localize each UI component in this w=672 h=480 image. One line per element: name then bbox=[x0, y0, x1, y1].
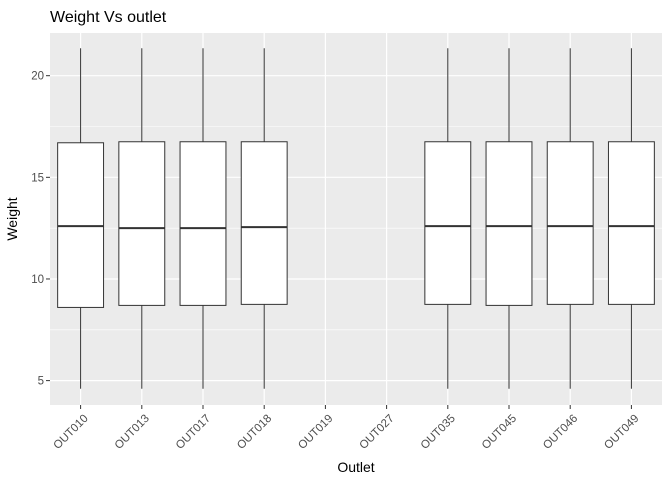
box-out049 bbox=[607, 48, 655, 389]
x-tick-label: OUT010 bbox=[51, 413, 90, 452]
x-tick-label: OUT017 bbox=[174, 413, 213, 452]
y-tick-label: 20 bbox=[31, 71, 44, 83]
x-axis: OUT010 OUT013 OUT017 OUT018 OUT019 OUT027 OUT0… bbox=[51, 405, 642, 452]
x-axis-title: Outlet bbox=[337, 459, 374, 475]
x-tick-label: OUT019 bbox=[296, 413, 335, 452]
chart-title: Weight Vs outlet bbox=[50, 9, 167, 26]
y-axis: 5 10 15 20 bbox=[31, 71, 50, 388]
box-out046 bbox=[546, 48, 594, 389]
box-body bbox=[546, 141, 594, 305]
box-out010 bbox=[57, 48, 105, 389]
boxes bbox=[57, 48, 655, 389]
box-body bbox=[57, 142, 105, 308]
box-out035 bbox=[424, 48, 472, 389]
box-body bbox=[607, 141, 655, 305]
box-out017 bbox=[179, 48, 227, 389]
x-tick-label: OUT045 bbox=[480, 413, 519, 452]
box-body bbox=[179, 141, 227, 306]
x-tick-label: OUT018 bbox=[235, 413, 274, 452]
x-tick-label: OUT013 bbox=[113, 413, 152, 452]
box-body bbox=[424, 141, 472, 305]
y-tick-label: 10 bbox=[31, 274, 44, 286]
y-tick-label: 15 bbox=[31, 172, 44, 184]
x-tick-label: OUT046 bbox=[541, 413, 580, 452]
box-out013 bbox=[118, 48, 166, 389]
box-body bbox=[485, 141, 533, 306]
x-tick-label: OUT035 bbox=[419, 413, 458, 452]
y-tick-label: 5 bbox=[38, 376, 44, 388]
box-out045 bbox=[485, 48, 533, 389]
box-body bbox=[118, 141, 166, 306]
y-axis-title: Weight bbox=[4, 197, 20, 240]
x-tick-label: OUT027 bbox=[357, 413, 396, 452]
box-out018 bbox=[240, 48, 288, 389]
box-body bbox=[240, 141, 288, 305]
x-tick-label: OUT049 bbox=[602, 413, 641, 452]
